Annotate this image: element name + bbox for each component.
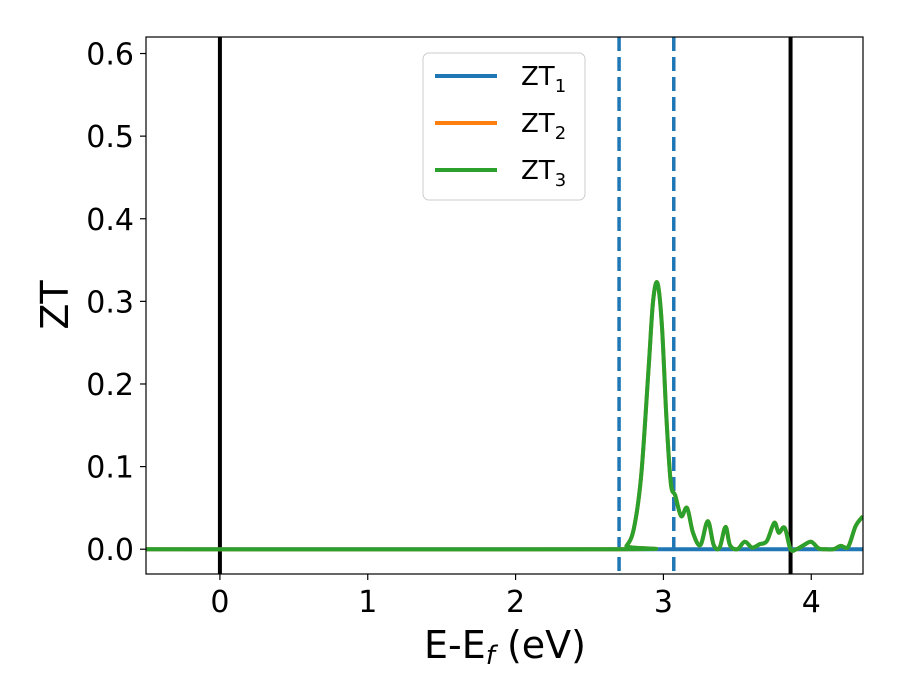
y-axis-title: ZT [33, 280, 77, 330]
x-tick-label: 3 [654, 585, 673, 620]
y-tick-label: 0.5 [86, 120, 134, 155]
series-lines [146, 280, 863, 553]
x-tick-label: 0 [210, 585, 229, 620]
y-tick-label: 0.4 [86, 203, 134, 238]
legend-label-zt3: ZT3 [521, 156, 566, 191]
y-tick-label: 0.0 [86, 533, 134, 568]
legend-label-zt2: ZT2 [521, 109, 566, 144]
x-axis-title: E-Ef (eV) [424, 623, 586, 671]
reference-lines [217, 37, 793, 574]
x-axis-ticks: 0 1 2 3 4 [210, 574, 821, 620]
y-axis-ticks: 0.0 0.1 0.2 0.3 0.4 0.5 0.6 [86, 38, 146, 568]
x-tick-label: 2 [506, 585, 525, 620]
x-tick-label: 1 [358, 585, 377, 620]
series-line-zt3 [146, 280, 863, 553]
legend-label-zt1: ZT1 [521, 62, 566, 97]
y-tick-label: 0.2 [86, 368, 134, 403]
y-tick-label: 0.6 [86, 38, 134, 73]
legend: ZT1 ZT2 ZT3 [422, 52, 586, 201]
x-tick-label: 4 [802, 585, 821, 620]
y-tick-label: 0.3 [86, 285, 134, 320]
legend-box [422, 52, 586, 201]
y-tick-label: 0.1 [86, 451, 134, 486]
series-line-zt2 [146, 280, 863, 553]
plot-frame [145, 36, 864, 575]
